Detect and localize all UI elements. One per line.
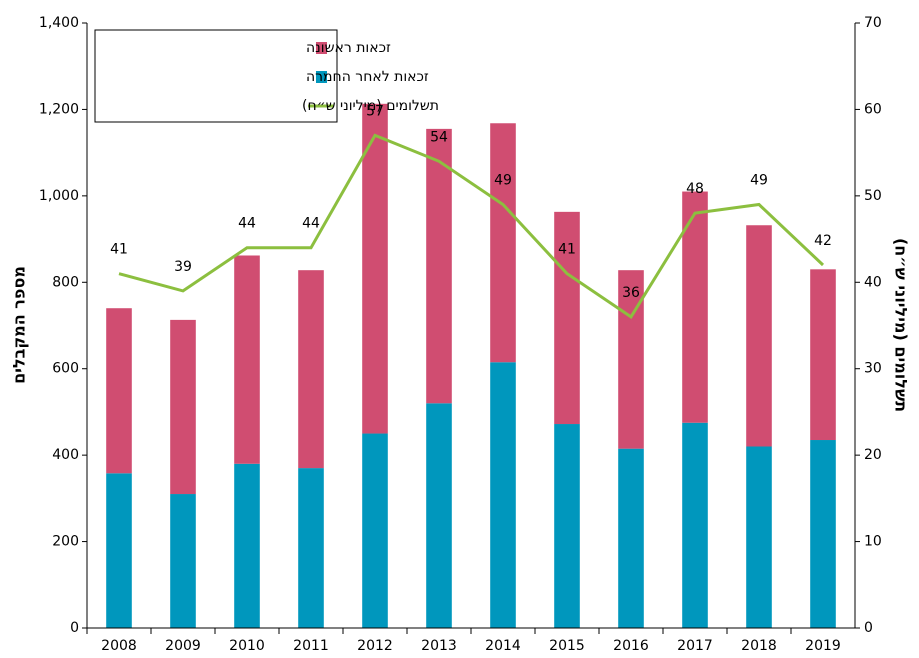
- x-tick-label: 2009: [165, 638, 201, 654]
- bar: [554, 211, 580, 425]
- y2-tick-label: 0: [864, 620, 873, 636]
- x-tick-label: 2017: [677, 638, 713, 654]
- y-tick-label: 0: [70, 620, 79, 636]
- bar: [682, 191, 708, 423]
- y-tick-label: 400: [52, 447, 79, 463]
- y2-tick-label: 20: [864, 447, 882, 463]
- x-tick-label: 2011: [293, 638, 329, 654]
- y-tick-label: 1,400: [39, 15, 79, 31]
- bar: [298, 468, 324, 628]
- legend-label: זכאות ראשונה: [306, 40, 391, 56]
- y-tick-label: 800: [52, 274, 79, 290]
- bar: [362, 103, 388, 434]
- data-label: 48: [686, 181, 704, 197]
- bar: [746, 446, 772, 628]
- legend-box: [94, 29, 338, 123]
- bar: [554, 424, 580, 628]
- legend-swatch: [316, 71, 327, 83]
- legend-swatch: [316, 42, 327, 54]
- bar: [682, 422, 708, 628]
- y2-axis-title: תשלומים (מיליוני ש״ח): [892, 238, 911, 412]
- y-tick-label: 1,200: [39, 101, 79, 117]
- y-axis-title: מספר המקבלים: [10, 266, 29, 384]
- bar: [106, 308, 132, 474]
- y-tick-label: 200: [52, 534, 79, 550]
- bar: [426, 128, 452, 404]
- data-label: 54: [430, 129, 448, 145]
- y2-tick-label: 50: [864, 188, 882, 204]
- data-label: 36: [622, 285, 640, 301]
- data-label: 49: [750, 173, 768, 189]
- legend-label: זכאות לאחר החמרה: [306, 69, 429, 85]
- data-label: 41: [558, 242, 576, 258]
- bar: [426, 403, 452, 628]
- x-tick-label: 2010: [229, 638, 265, 654]
- bar: [810, 440, 836, 628]
- bar: [234, 463, 260, 628]
- bar: [234, 255, 260, 464]
- x-tick-label: 2018: [741, 638, 777, 654]
- bar: [746, 225, 772, 447]
- bar: [490, 362, 516, 628]
- x-tick-label: 2015: [549, 638, 585, 654]
- data-label: 57: [366, 103, 384, 119]
- data-label: 42: [814, 233, 832, 249]
- data-label: 41: [110, 242, 128, 258]
- y2-tick-label: 10: [864, 534, 882, 550]
- y-tick-label: 1,000: [39, 188, 79, 204]
- bar: [298, 270, 324, 469]
- y2-tick-label: 30: [864, 361, 882, 377]
- bar: [170, 494, 196, 628]
- x-tick-label: 2013: [421, 638, 457, 654]
- bar: [362, 433, 388, 628]
- bar: [170, 319, 196, 495]
- y2-tick-label: 60: [864, 101, 882, 117]
- bar: [618, 270, 644, 449]
- x-tick-label: 2012: [357, 638, 393, 654]
- bar: [618, 448, 644, 628]
- data-label: 49: [494, 173, 512, 189]
- data-label: 44: [238, 216, 256, 232]
- y2-tick-label: 70: [864, 15, 882, 31]
- x-tick-label: 2016: [613, 638, 649, 654]
- line: [118, 133, 825, 319]
- x-tick-label: 2019: [805, 638, 841, 654]
- y-tick-label: 600: [52, 361, 79, 377]
- data-label: 39: [174, 259, 192, 275]
- bar: [106, 473, 132, 628]
- bar: [810, 269, 836, 441]
- data-label: 44: [302, 216, 320, 232]
- y2-tick-label: 40: [864, 274, 882, 290]
- legend-label: תשלומים (מיליוני ש״ח): [302, 98, 439, 114]
- x-tick-label: 2014: [485, 638, 521, 654]
- x-tick-label: 2008: [101, 638, 137, 654]
- bar: [490, 123, 516, 363]
